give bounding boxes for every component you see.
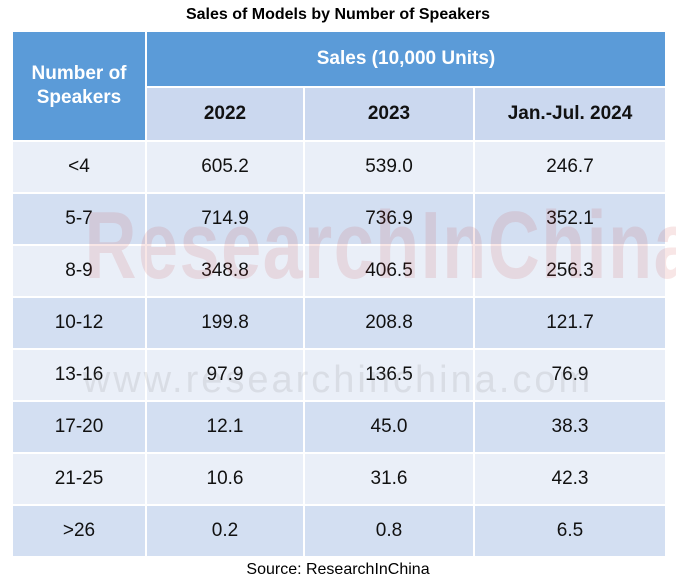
value-cell: 31.6: [305, 454, 473, 504]
value-cell: 256.3: [475, 246, 665, 296]
value-cell: 121.7: [475, 298, 665, 348]
value-cell: 10.6: [147, 454, 303, 504]
column-header: Jan.-Jul. 2024: [475, 88, 665, 140]
value-cell: 136.5: [305, 350, 473, 400]
value-cell: 246.7: [475, 142, 665, 192]
value-cell: 38.3: [475, 402, 665, 452]
row-label: 13-16: [13, 350, 145, 400]
row-label: <4: [13, 142, 145, 192]
group-header: Sales (10,000 Units): [147, 32, 665, 86]
value-cell: 406.5: [305, 246, 473, 296]
value-cell: 6.5: [475, 506, 665, 556]
row-label: 10-12: [13, 298, 145, 348]
value-cell: 352.1: [475, 194, 665, 244]
row-label: 5-7: [13, 194, 145, 244]
column-header: 2023: [305, 88, 473, 140]
value-cell: 208.8: [305, 298, 473, 348]
value-cell: 12.1: [147, 402, 303, 452]
title: Sales of Models by Number of Speakers: [185, 6, 491, 23]
value-cell: 76.9: [475, 350, 665, 400]
value-cell: 736.9: [305, 194, 473, 244]
row-label: 21-25: [13, 454, 145, 504]
row-label: 17-20: [13, 402, 145, 452]
value-cell: 0.2: [147, 506, 303, 556]
value-cell: 539.0: [305, 142, 473, 192]
value-cell: 0.8: [305, 506, 473, 556]
row-label-header: Number of Speakers: [13, 32, 145, 140]
value-cell: 199.8: [147, 298, 303, 348]
value-cell: 97.9: [147, 350, 303, 400]
row-label: 8-9: [13, 246, 145, 296]
value-cell: 42.3: [475, 454, 665, 504]
value-cell: 348.8: [147, 246, 303, 296]
value-cell: 714.9: [147, 194, 303, 244]
value-cell: 45.0: [305, 402, 473, 452]
source: Source: ResearchInChina: [246, 561, 430, 578]
row-label: >26: [13, 506, 145, 556]
value-cell: 605.2: [147, 142, 303, 192]
column-header: 2022: [147, 88, 303, 140]
